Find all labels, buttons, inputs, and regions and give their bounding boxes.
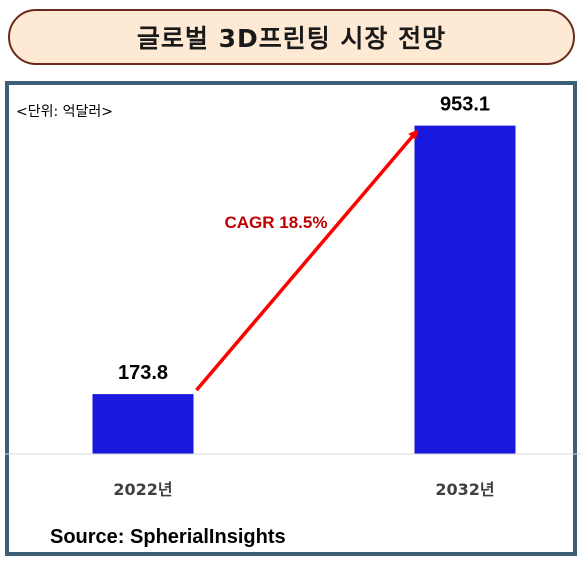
bar-0 (92, 394, 194, 454)
chart-title: 글로벌 3D프린팅 시장 전망 (136, 24, 447, 53)
source-note: Source: SpherialInsights (50, 526, 286, 548)
category-label-1: 2032년 (435, 480, 494, 499)
unit-label: <단위: 억달러> (16, 104, 114, 120)
category-label-0: 2022년 (113, 480, 172, 499)
cagr-annotation: CAGR 18.5% (225, 213, 328, 232)
labels-layer: 173.8 2022년 953.1 2032년 (113, 94, 494, 499)
data-label-0: 173.8 (118, 362, 168, 384)
growth-arrow (195, 129, 419, 392)
chart-title-banner: 글로벌 3D프린팅 시장 전망 (8, 9, 575, 65)
bars-layer (92, 125, 516, 455)
data-label-1: 953.1 (440, 94, 490, 116)
bar-1 (414, 125, 516, 455)
